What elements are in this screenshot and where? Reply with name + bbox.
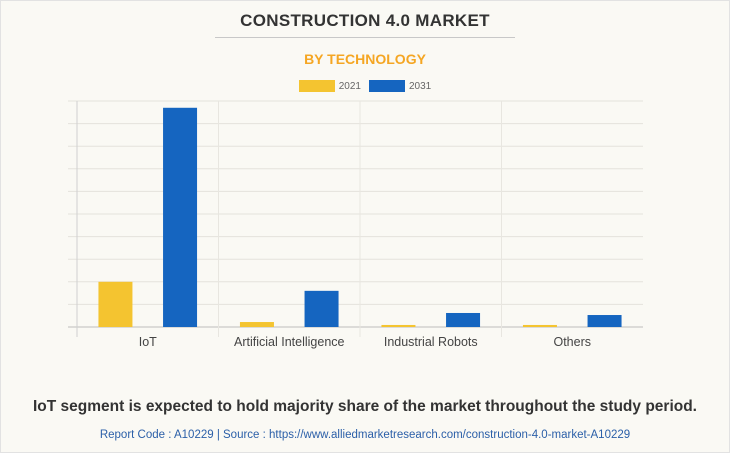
legend: 2021 2031: [0, 80, 730, 92]
x-tick-label: IoT: [139, 335, 157, 349]
legend-label-2021: 2021: [338, 80, 361, 92]
legend-item-2031[interactable]: 2031: [369, 80, 431, 92]
legend-swatch-2021: [298, 80, 335, 92]
title-divider: [215, 37, 515, 38]
source-citation: Report Code : A10229 | Source : https://…: [99, 429, 631, 441]
x-tick-label: Artificial Intelligence: [234, 335, 345, 349]
x-tick-label: Industrial Robots: [384, 335, 478, 349]
bar-2031-artificial-intelligence: [304, 290, 339, 327]
bar-2021-artificial-intelligence: [239, 322, 274, 327]
bar-2021-iot: [98, 281, 133, 327]
legend-item-2021[interactable]: 2021: [298, 80, 361, 92]
bar-2021-others: [522, 324, 557, 327]
key-finding-text: IoT segment is expected to hold majority…: [32, 398, 697, 415]
chart-title: CONSTRUCTION 4.0 MARKET: [240, 11, 490, 30]
legend-swatch-2031: [369, 80, 405, 92]
bar-2031-industrial-robots: [446, 312, 481, 327]
bar-2021-industrial-robots: [381, 324, 416, 327]
bar-2031-others: [587, 315, 622, 327]
chart-subtitle: BY TECHNOLOGY: [304, 51, 426, 67]
bar-2031-iot: [163, 107, 198, 327]
legend-label-2031: 2031: [409, 80, 432, 92]
x-tick-label: Others: [553, 335, 591, 349]
